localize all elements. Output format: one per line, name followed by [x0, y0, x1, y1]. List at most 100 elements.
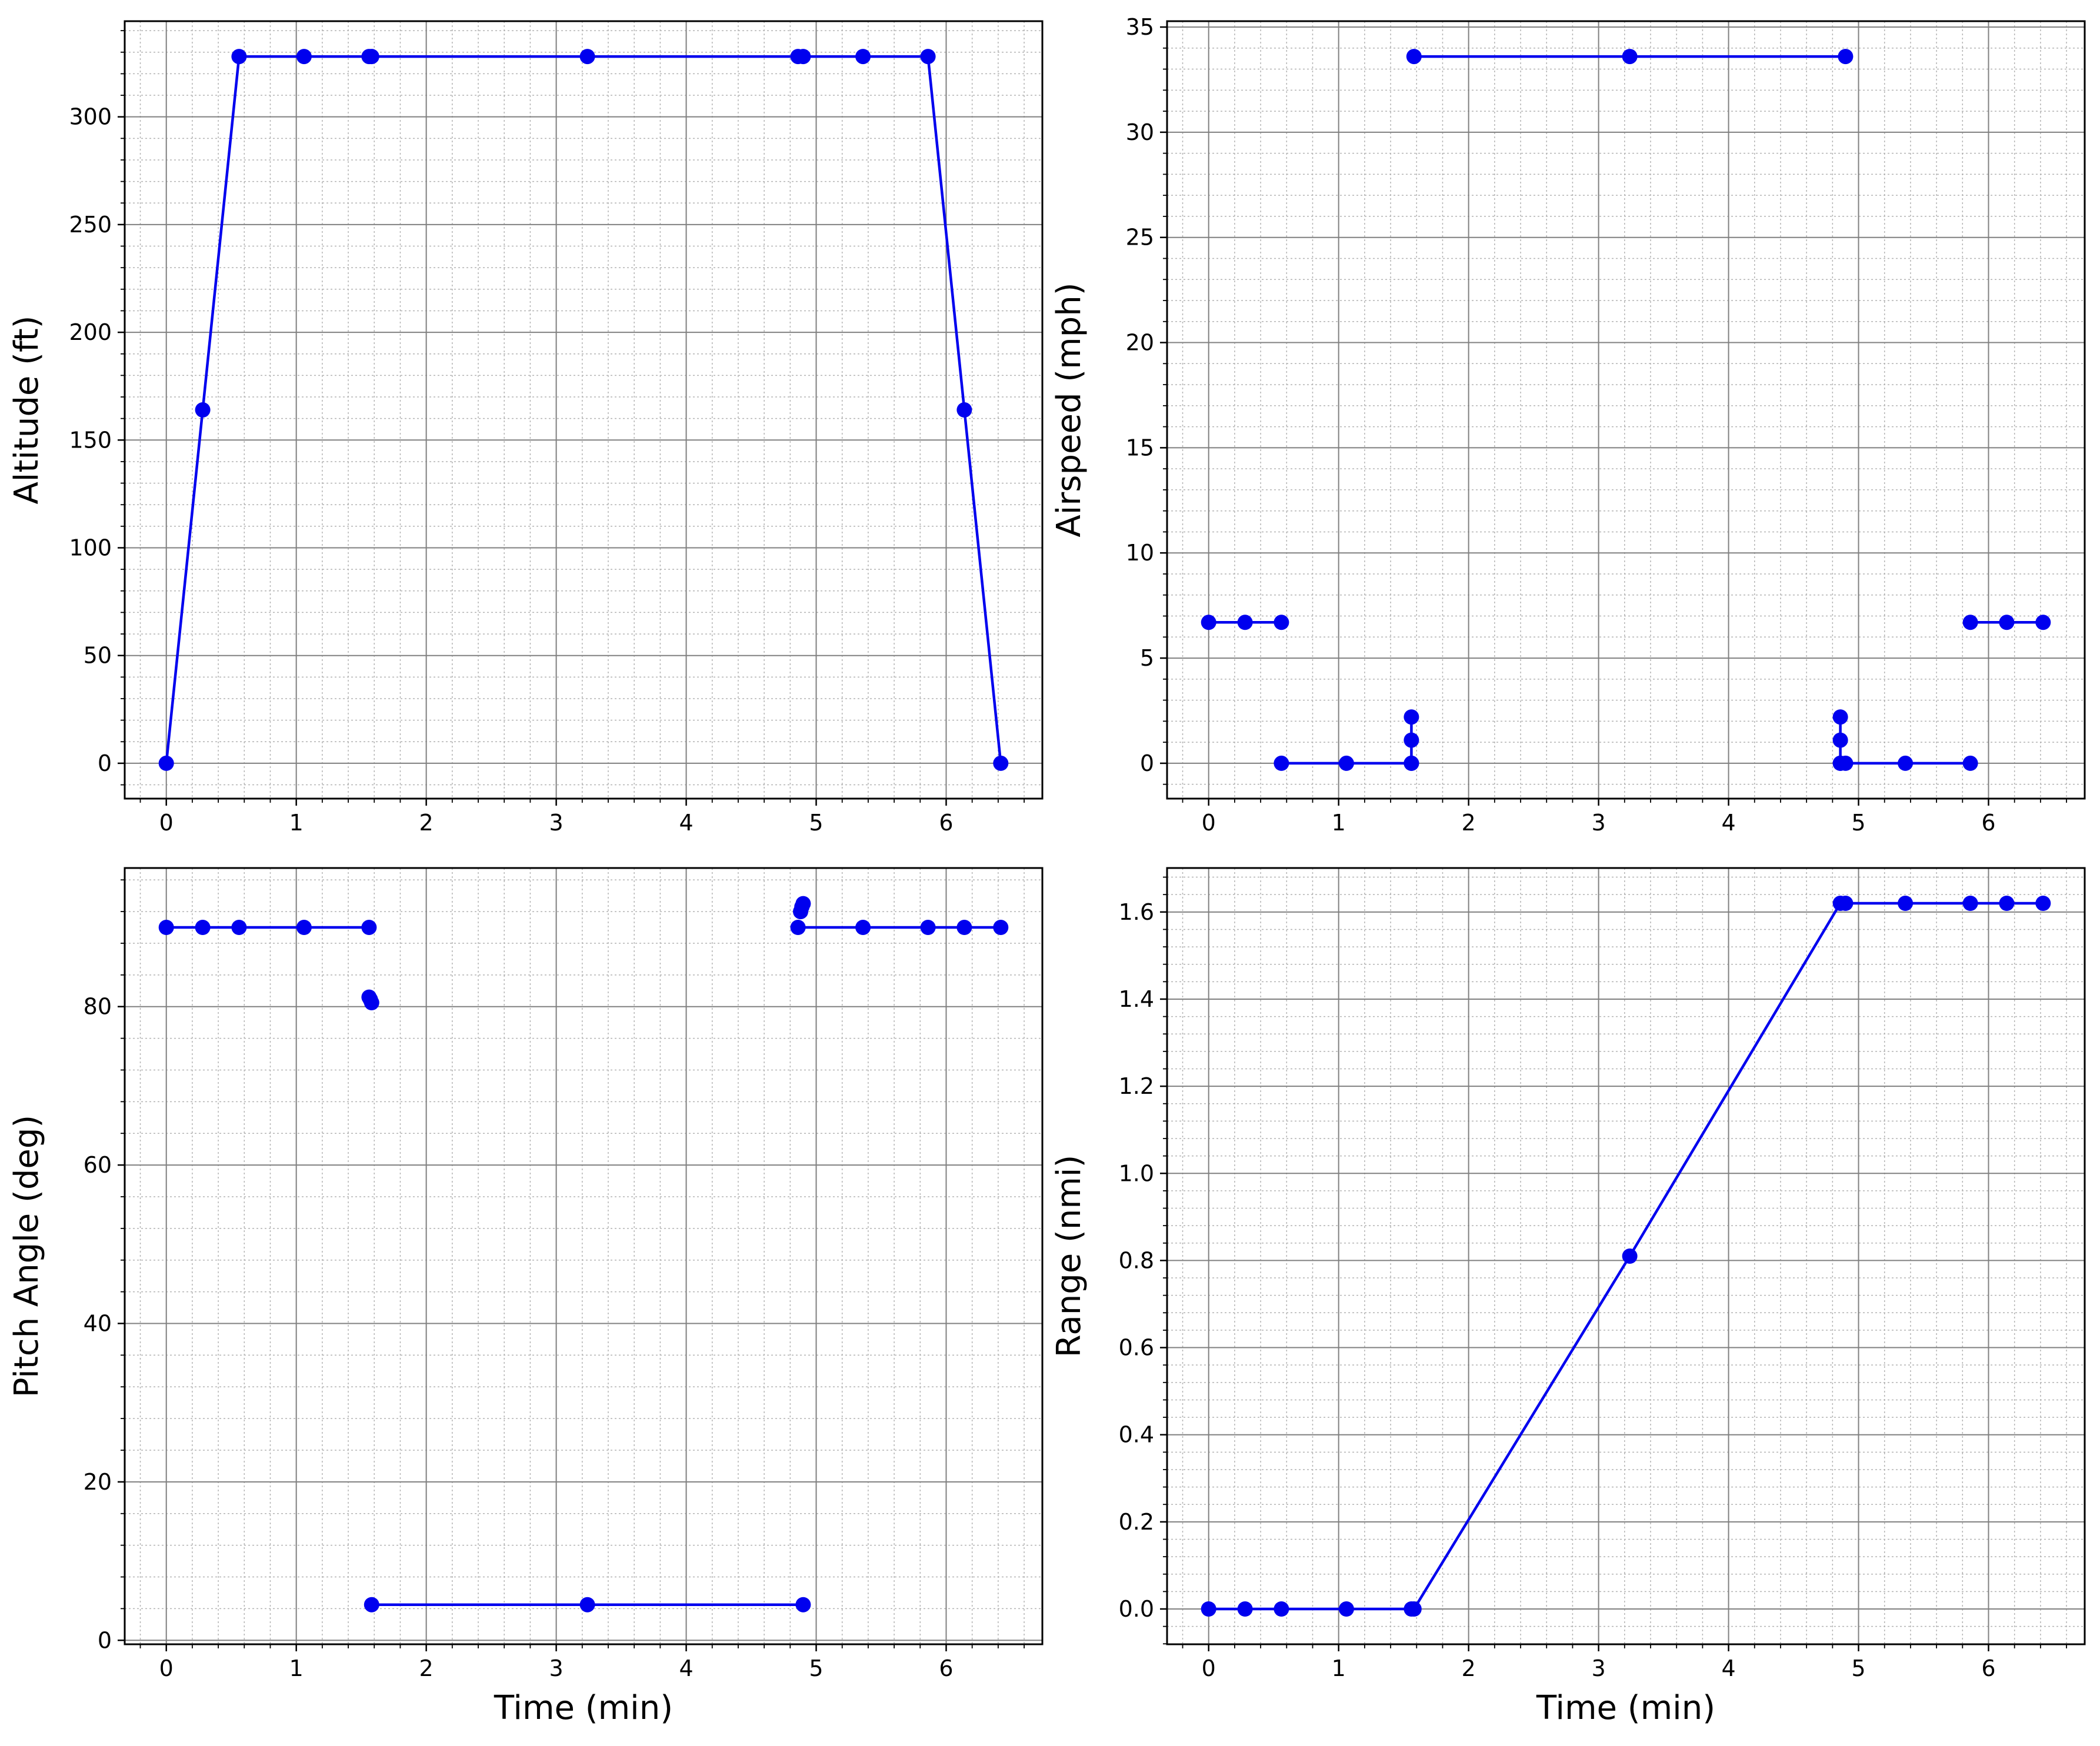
x-tick-label: 3	[1592, 1655, 1606, 1681]
range-data-point	[2035, 896, 2051, 911]
x-tick-label: 0	[159, 810, 174, 836]
x-tick-label: 6	[939, 1655, 953, 1681]
y-tick-label: 1.6	[1119, 899, 1154, 925]
pitch-angle-data-point	[364, 1597, 379, 1613]
y-tick-label: 50	[84, 643, 112, 669]
pitch-angle-y-axis-label: Pitch Angle (deg)	[8, 1115, 46, 1398]
pitch-angle-data-point	[956, 920, 972, 935]
range-data-point	[1338, 1601, 1354, 1617]
altitude-data-point	[993, 755, 1009, 771]
range-data-point	[1898, 896, 1914, 911]
y-tick-label: 20	[1126, 330, 1154, 356]
y-tick-label: 0.0	[1119, 1596, 1154, 1622]
airspeed-data-point	[1622, 49, 1638, 65]
pitch-angle-data-point	[364, 995, 379, 1010]
airspeed-data-point	[1201, 615, 1216, 630]
y-tick-label: 1.2	[1119, 1073, 1154, 1099]
y-tick-label: 40	[84, 1310, 112, 1336]
altitude-data-point	[579, 49, 595, 65]
pitch-angle-data-point	[296, 920, 312, 935]
y-tick-label: 200	[69, 319, 112, 345]
range-data-point	[1274, 1601, 1289, 1617]
airspeed-y-axis-label: Airspeed (mph)	[1050, 282, 1088, 537]
altitude-ticks: 0 1 2 3 4 5 6 0 50 100 150 200 250 300	[69, 30, 1025, 836]
pitch-angle-data-point	[993, 920, 1009, 935]
altitude-data-point	[158, 755, 174, 771]
airspeed-data-point	[1338, 755, 1354, 771]
airspeed-data-point	[1962, 755, 1978, 771]
y-tick-label: 80	[84, 994, 112, 1020]
x-tick-label: 3	[1592, 810, 1606, 836]
altitude-subplot: 0 1 2 3 4 5 6 0 50 100 150 200 250 300 Altitude (ft)	[8, 20, 1044, 836]
altitude-data-point	[920, 49, 936, 65]
airspeed-data-point	[1404, 709, 1419, 725]
altitude-data-point	[195, 402, 211, 418]
altitude-series	[158, 49, 1009, 771]
range-x-axis-label: Time (min)	[1536, 1689, 1715, 1727]
airspeed-subplot: 0 1 2 3 4 5 6 0 5 10 15 20 25 30 35 Airspeed (mph)	[1050, 14, 2086, 836]
airspeed-data-point	[1838, 755, 1854, 771]
pitch-angle-data-point	[795, 1597, 811, 1613]
x-tick-label: 0	[1202, 810, 1216, 836]
x-tick-label: 2	[1462, 1655, 1476, 1681]
airspeed-data-point	[1838, 49, 1854, 65]
altitude-data-point	[364, 49, 379, 65]
y-tick-label: 0.8	[1119, 1247, 1154, 1273]
x-tick-label: 2	[419, 1655, 434, 1681]
airspeed-data-point	[1406, 49, 1422, 65]
x-tick-label: 2	[419, 810, 434, 836]
x-tick-label: 4	[1721, 1655, 1735, 1681]
airspeed-data-point	[1404, 755, 1419, 771]
y-tick-label: 150	[69, 427, 112, 453]
airspeed-data-point	[1962, 615, 1978, 630]
airspeed-data-point	[1898, 755, 1914, 771]
airspeed-ticks: 0 1 2 3 4 5 6 0 5 10 15 20 25 30 35	[1126, 14, 2067, 836]
pitch-angle-data-point	[195, 920, 211, 935]
y-tick-label: 0.2	[1119, 1509, 1154, 1535]
airspeed-data-point	[2035, 615, 2051, 630]
x-tick-label: 5	[1851, 810, 1865, 836]
airspeed-data-point	[1274, 755, 1289, 771]
range-subplot: 0 1 2 3 4 5 6 0.0 0.2 0.4 0.6 0.8 1.0 1.2 1.4 1.6 Range …	[1050, 867, 2086, 1727]
pitch-angle-data-point	[790, 920, 806, 935]
range-axes-frame	[1166, 867, 2086, 1645]
y-tick-label: 10	[1126, 540, 1154, 566]
pitch-angle-axes-frame	[124, 867, 1044, 1645]
range-data-point	[1999, 896, 2015, 911]
altitude-grid	[125, 21, 1042, 799]
y-tick-label: 30	[1126, 119, 1154, 145]
altitude-data-point	[855, 49, 871, 65]
altitude-data-point	[296, 49, 312, 65]
x-tick-label: 6	[1981, 1655, 1995, 1681]
y-tick-label: 0	[98, 1627, 112, 1653]
x-tick-label: 1	[1332, 1655, 1346, 1681]
x-tick-label: 5	[809, 810, 823, 836]
airspeed-series	[1201, 49, 2051, 771]
pitch-angle-data-point	[795, 896, 811, 912]
x-tick-label: 0	[159, 1655, 174, 1681]
x-tick-label: 4	[1721, 810, 1735, 836]
range-y-axis-label: Range (nmi)	[1050, 1155, 1088, 1358]
y-tick-label: 100	[69, 535, 112, 561]
range-data-point	[1962, 896, 1978, 911]
airspeed-data-point	[1999, 615, 2015, 630]
range-grid	[1167, 868, 2085, 1645]
airspeed-data-point	[1237, 615, 1253, 630]
range-data-point	[1201, 1601, 1216, 1617]
x-tick-label: 1	[289, 1655, 304, 1681]
y-tick-label: 250	[69, 212, 112, 238]
altitude-data-point	[956, 402, 972, 418]
y-tick-label: 0	[1140, 750, 1154, 776]
y-tick-label: 1.0	[1119, 1160, 1154, 1186]
pitch-angle-data-point	[158, 920, 174, 935]
altitude-axes-frame	[124, 20, 1044, 800]
x-tick-label: 3	[549, 1655, 564, 1681]
y-tick-label: 20	[84, 1469, 112, 1495]
y-tick-label: 5	[1140, 645, 1154, 671]
range-data-point	[1406, 1601, 1422, 1617]
range-data-point	[1622, 1248, 1638, 1264]
pitch-angle-data-point	[579, 1597, 595, 1613]
y-tick-label: 0.6	[1119, 1335, 1154, 1361]
